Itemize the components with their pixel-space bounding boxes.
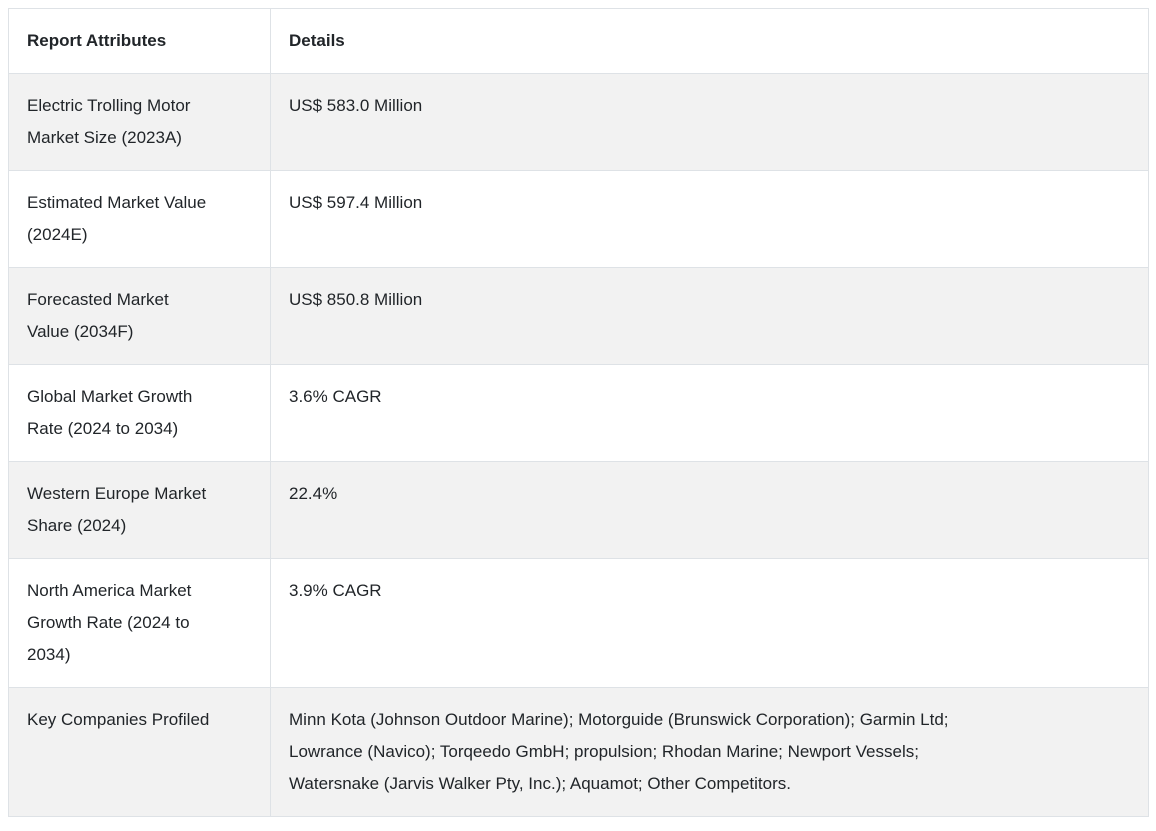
table-row: North America Market Growth Rate (2024 t… — [8, 558, 1149, 688]
table-row: Key Companies Profiled Minn Kota (Johnson… — [8, 687, 1149, 817]
attribute-cell: Global Market Growth Rate (2024 to 2034) — [8, 364, 271, 462]
table-body: Electric Trolling Motor Market Size (202… — [8, 73, 1149, 817]
detail-cell: US$ 597.4 Million — [270, 170, 1149, 268]
detail-cell: Minn Kota (Johnson Outdoor Marine); Moto… — [270, 687, 1149, 817]
table-row: Western Europe Market Share (2024) 22.4% — [8, 461, 1149, 559]
attribute-cell: Western Europe Market Share (2024) — [8, 461, 271, 559]
attribute-cell: North America Market Growth Rate (2024 t… — [8, 558, 271, 688]
attribute-cell: Forecasted Market Value (2034F) — [8, 267, 271, 365]
detail-cell: 3.6% CAGR — [270, 364, 1149, 462]
table-row: Global Market Growth Rate (2024 to 2034)… — [8, 364, 1149, 462]
detail-cell: US$ 850.8 Million — [270, 267, 1149, 365]
detail-cell: 22.4% — [270, 461, 1149, 559]
detail-cell: 3.9% CAGR — [270, 558, 1149, 688]
column-header-details: Details — [270, 8, 1149, 74]
detail-cell: US$ 583.0 Million — [270, 73, 1149, 171]
attribute-cell: Key Companies Profiled — [8, 687, 271, 817]
table-row: Estimated Market Value (2024E) US$ 597.4 … — [8, 170, 1149, 268]
attribute-cell: Electric Trolling Motor Market Size (202… — [8, 73, 271, 171]
table-row: Forecasted Market Value (2034F) US$ 850.8… — [8, 267, 1149, 365]
header-row: Report Attributes Details — [8, 8, 1149, 74]
column-header-report-attributes: Report Attributes — [8, 8, 271, 74]
table-row: Electric Trolling Motor Market Size (202… — [8, 73, 1149, 171]
attribute-cell: Estimated Market Value (2024E) — [8, 170, 271, 268]
report-attributes-table: Report Attributes Details Electric Troll… — [8, 8, 1149, 817]
